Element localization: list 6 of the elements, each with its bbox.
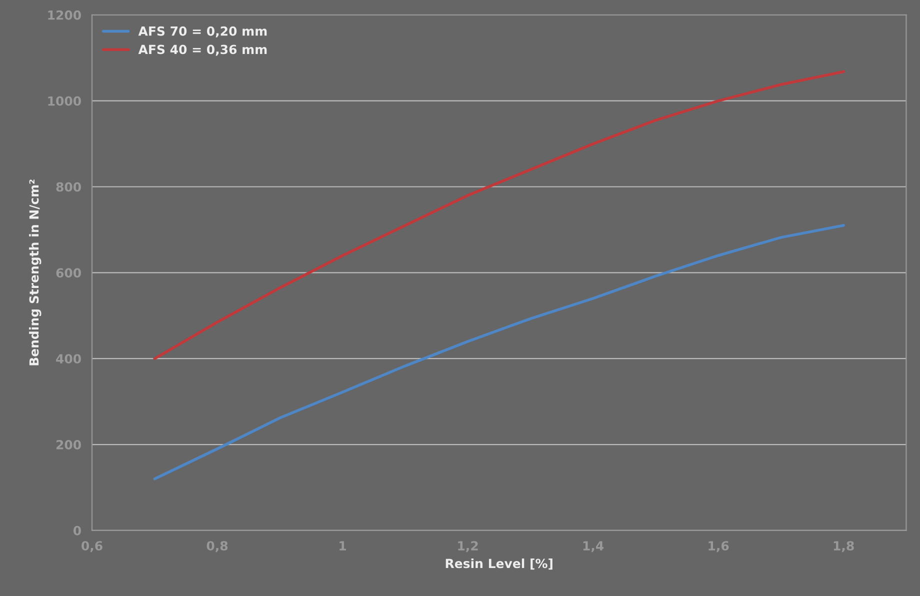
legend-label: AFS 70 = 0,20 mm [138, 26, 267, 38]
x-axis-title: Resin Level [%] [446, 558, 552, 570]
legend-label: AFS 40 = 0,36 mm [138, 44, 267, 56]
y-axis-title: Bending Strength in N/cm² [29, 180, 42, 366]
line-series [153, 70, 845, 360]
line-series [153, 224, 845, 480]
